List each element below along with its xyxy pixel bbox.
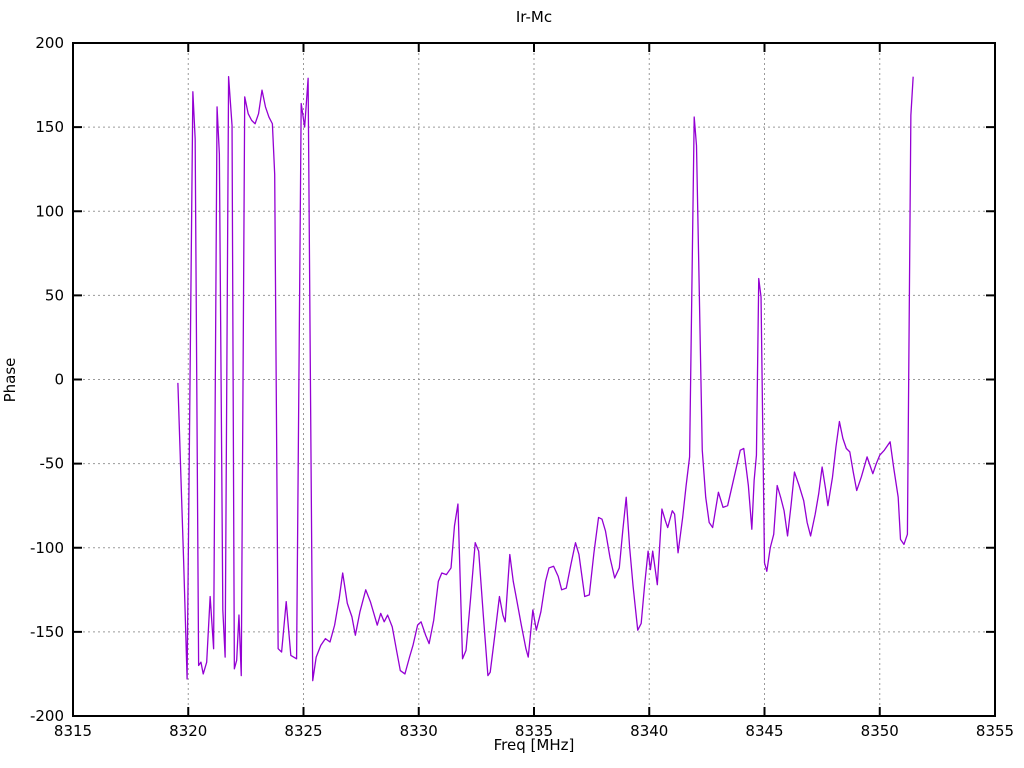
x-tick-label: 8335 [515, 722, 553, 740]
tick-layer [72, 42, 996, 717]
x-tick-label: 8330 [400, 722, 438, 740]
grid-layer [73, 43, 995, 716]
x-tick-label: 8315 [54, 722, 92, 740]
x-axis-title: Freq [MHz] [494, 736, 575, 754]
chart-title: Ir-Mc [516, 8, 552, 26]
x-tick-label: 8340 [630, 722, 668, 740]
x-tick-label: 8355 [976, 722, 1014, 740]
phase-trace [177, 76, 914, 682]
series-layer [177, 76, 914, 682]
y-tick-label: -200 [30, 707, 64, 725]
y-tick-label: 50 [45, 286, 64, 304]
tick-label-layer: 8315 8320 8325 8330 8335 8340 8345 8350 8355 -200… [30, 34, 1014, 740]
y-tick-label: 200 [35, 34, 64, 52]
x-tick-label: 8320 [169, 722, 207, 740]
x-tick-label: 8350 [861, 722, 899, 740]
y-tick-label: -50 [40, 455, 65, 473]
y-tick-label: 100 [35, 202, 64, 220]
x-tick-label: 8325 [284, 722, 322, 740]
y-tick-label: -100 [30, 539, 64, 557]
y-tick-label: -150 [30, 623, 64, 641]
y-axis-title: Phase [1, 358, 19, 403]
y-tick-label: 0 [54, 371, 64, 389]
y-tick-label: 150 [35, 118, 64, 136]
x-tick-label: 8345 [745, 722, 783, 740]
